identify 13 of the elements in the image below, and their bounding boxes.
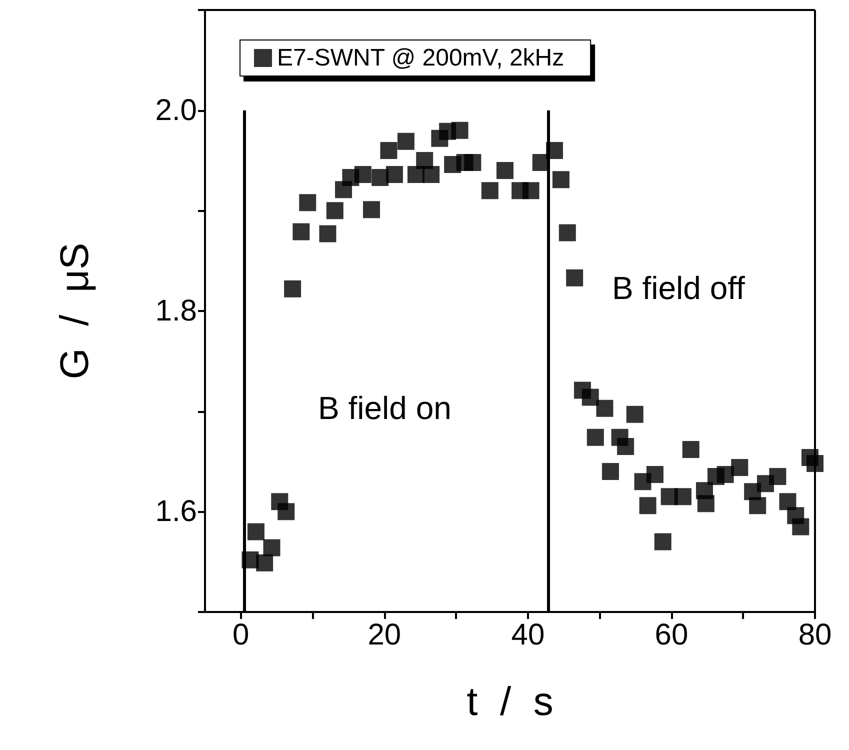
x-tick-label: 20 [368,618,402,652]
x-tick-label: 0 [232,618,250,652]
x-tick-label: 80 [798,618,832,652]
x-tick-label: 40 [511,618,545,652]
y-tick-label: 2.0 [155,94,197,127]
x-axis-title: t / s [466,680,554,724]
annotation: B field off [612,270,745,306]
y-tick-label: 1.8 [155,294,197,328]
x-tick-label: 60 [654,618,688,652]
annotation: B field on [318,390,452,426]
y-tick-label: 1.6 [155,495,197,528]
y-axis-title: G / μS [53,242,97,380]
legend-label: E7-SWNT @ 200mV, 2kHz [277,44,564,72]
